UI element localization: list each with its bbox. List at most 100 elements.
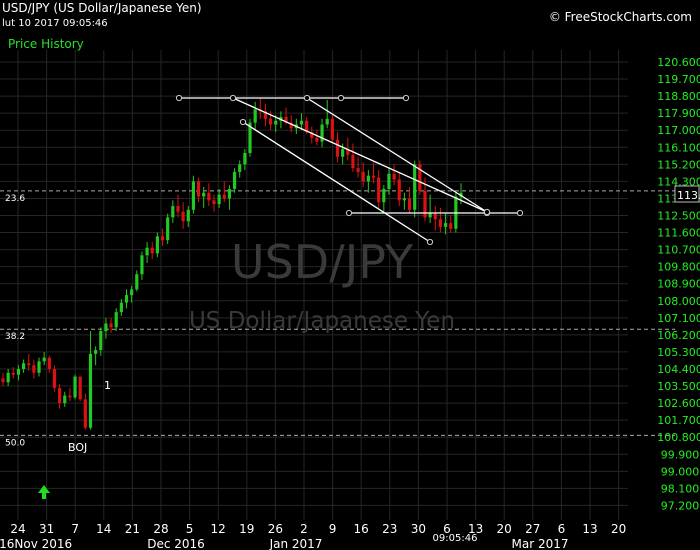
candle-body (459, 192, 463, 197)
candle (407, 187, 412, 214)
candle-body (392, 173, 396, 180)
candle (243, 149, 247, 171)
current-price-box (674, 185, 700, 203)
candle-body (402, 198, 406, 201)
watermark-name: US Dollar/Japanese Yen (189, 308, 455, 334)
x-tick-label: 13 (582, 522, 597, 536)
candle-body (222, 194, 226, 199)
candle-body (166, 217, 170, 241)
candle (402, 192, 406, 210)
candle-body (269, 118, 273, 125)
candle-body (191, 181, 195, 210)
candle (21, 359, 26, 373)
trendline (306, 97, 488, 213)
brand-label[interactable]: © FreeStockCharts.com (548, 10, 692, 24)
trendline (242, 121, 431, 243)
trend-drawings[interactable] (175, 94, 524, 246)
fib-label: 23.6 (5, 194, 25, 204)
candle (73, 374, 77, 400)
x-month-label: Dec 2016 (147, 537, 205, 550)
candle-body (32, 365, 36, 373)
candle-body (351, 154, 355, 169)
candle (191, 175, 195, 214)
x-tick-label: 26 (268, 522, 283, 536)
x-tick-label: 6 (558, 522, 566, 536)
candle-body (310, 132, 314, 138)
candle-body (243, 152, 247, 165)
indicator-label[interactable]: Price History (8, 37, 84, 51)
y-tick-label: 108.000 (657, 295, 700, 308)
candle-body (413, 164, 417, 210)
y-tick-label: 101.700 (657, 414, 700, 427)
candle-body (52, 368, 57, 388)
annotations: 1 BOJ (38, 379, 111, 499)
candle-body (305, 120, 309, 133)
candle (145, 242, 149, 263)
candle (263, 103, 268, 127)
candle-body (109, 323, 113, 328)
price-axis: 120.600 119.700 118.800 117.900 117.000 116.1… (657, 56, 700, 512)
y-tick-label: 105.300 (657, 346, 700, 359)
trendline-handle (229, 94, 237, 102)
candle (186, 206, 190, 227)
candle-body (196, 181, 201, 197)
fibonacci-levels: 23.6 38.2 50.0 (0, 190, 675, 448)
candle-body (42, 357, 46, 362)
chart-date: lut 10 2017 09:05:46 (2, 18, 108, 29)
candle-body (248, 122, 252, 153)
candle (443, 213, 448, 235)
fib-label: 50.0 (5, 438, 25, 448)
candle (392, 164, 396, 186)
candle (413, 160, 417, 218)
candle-body (299, 120, 304, 125)
candle-body (433, 213, 437, 220)
candle (155, 232, 159, 258)
candle-body (16, 368, 21, 375)
candle-body (1, 378, 5, 383)
candle-body (335, 139, 340, 157)
candle (83, 393, 87, 430)
candle-body (227, 188, 232, 199)
candle (438, 207, 443, 233)
y-tick-label: 117.000 (657, 124, 700, 137)
candle-body (232, 171, 237, 189)
x-tick-label: 23 (382, 522, 397, 536)
y-tick-label: 100.800 (657, 431, 700, 444)
y-tick-label: 99.900 (661, 448, 700, 461)
candle-body (428, 213, 432, 218)
candle-body (361, 171, 365, 182)
up-arrow-icon (38, 485, 50, 499)
candle (202, 187, 206, 208)
candle-body (320, 124, 324, 142)
candle-body (78, 376, 82, 400)
candle (274, 115, 278, 133)
candle-body (114, 312, 118, 328)
candle-body (418, 164, 422, 191)
x-tick-label: 27 (525, 522, 540, 536)
y-tick-label: 115.200 (657, 158, 700, 171)
candle (181, 202, 185, 229)
x-tick-label: 30 (411, 522, 426, 536)
candle-body (6, 372, 10, 383)
candle-body (315, 137, 319, 142)
candle-body (325, 118, 329, 125)
candle (124, 289, 129, 309)
trendline-handle (175, 94, 183, 102)
candle (351, 143, 355, 172)
x-month-label: Mar 2017 (512, 537, 569, 550)
y-tick-label: 114.300 (657, 175, 700, 188)
trendline-handle (402, 94, 410, 102)
y-tick-label: 111.600 (657, 227, 700, 240)
candle (315, 130, 319, 146)
x-tick-label: 12 (211, 522, 226, 536)
candle (68, 387, 72, 402)
candle-body (397, 179, 401, 201)
candle (99, 327, 103, 356)
candle-body (341, 149, 345, 157)
candle-body (382, 188, 386, 203)
candle-body (346, 149, 350, 155)
candle-body (171, 206, 175, 218)
candle (37, 357, 41, 377)
trendline (232, 97, 488, 213)
